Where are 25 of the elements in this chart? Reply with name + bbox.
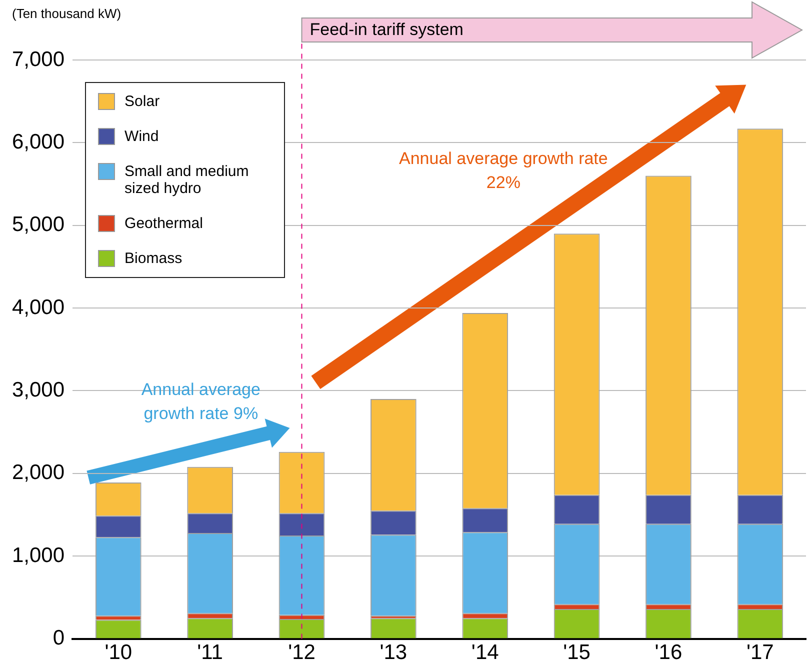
y-tick-label: 4,000 [12,296,65,319]
y-tick-label: 3,000 [12,378,65,402]
x-tick-label: '15 [563,641,590,664]
legend-label: Solar [124,93,160,110]
legend-label: Biomass [124,250,182,267]
x-tick-label: '10 [104,641,132,664]
x-tick-label: '13 [380,641,408,664]
ref-line-label: Feed-in tariff system [310,20,464,40]
legend-label: Wind [124,128,159,145]
legend-label: Small and medium sized hydro [124,163,250,197]
x-tick-label: '16 [654,641,682,664]
x-tick-label: '14 [471,641,500,664]
y-axis-title: (Ten thousand kW) [12,6,122,22]
y-tick-label: 7,000 [12,48,65,71]
y-tick-label: 0 [52,626,65,650]
y-tick-label: 2,000 [12,461,65,484]
x-tick-label: '12 [288,641,316,664]
annotation: Annual average growth rate 9% [140,379,262,426]
x-tick-label: '11 [197,641,223,664]
y-tick-label: 6,000 [12,130,65,154]
annotation: Annual average growth rate 22% [398,148,609,194]
y-tick-label: 1,000 [12,544,65,567]
x-tick-label: '17 [746,641,774,664]
y-tick-label: 5,000 [12,213,65,236]
legend-label: Geothermal [124,215,203,232]
